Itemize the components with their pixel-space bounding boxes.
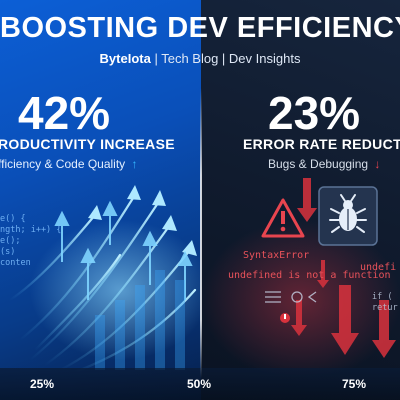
code-line: e(); bbox=[0, 236, 21, 246]
brand-name: ByteIota bbox=[99, 51, 151, 66]
code-line: conten bbox=[0, 258, 31, 268]
code-snippet-left: e() {ngth; i++) {e(); (s) conten bbox=[0, 214, 61, 269]
undefined-error-text-right: undefi bbox=[360, 262, 397, 273]
productivity-sub-text: fficiency & Code Quality bbox=[0, 157, 126, 171]
error-graphic bbox=[201, 178, 400, 380]
code-line: retur bbox=[372, 303, 398, 313]
productivity-sub: fficiency & Code Quality ↑ bbox=[0, 157, 138, 171]
code-line: e() { bbox=[0, 214, 26, 224]
subtitle: ByteIota | Tech Blog | Dev Insights bbox=[0, 51, 400, 66]
settings-icon bbox=[291, 291, 303, 303]
axis-label-50: 50% bbox=[187, 377, 212, 391]
error-icon bbox=[280, 313, 290, 323]
error-rate-sub-text: Bugs & Debugging bbox=[268, 157, 369, 171]
code-line: if ( bbox=[372, 292, 393, 302]
center-divider bbox=[200, 88, 202, 378]
axis-label-25: 25% bbox=[30, 377, 55, 391]
arrow-down-icon: ↓ bbox=[374, 157, 381, 171]
code-line: (s) bbox=[0, 247, 16, 257]
productivity-value: 42% bbox=[18, 87, 111, 139]
undefined-error-text: undefined is not a function bbox=[228, 270, 391, 281]
warning-icon bbox=[261, 198, 305, 238]
error-rate-sub: Bugs & Debugging ↓ bbox=[268, 157, 380, 171]
code-snippet-right: if (retur bbox=[372, 292, 398, 314]
page-title: BOOSTING DEV EFFICIENCY bbox=[0, 12, 400, 44]
rising-arrows-graphic bbox=[8, 185, 201, 374]
error-rate-value: 23% bbox=[268, 87, 361, 139]
syntax-error-text: SyntaxError bbox=[243, 250, 310, 261]
right-panel bbox=[201, 0, 400, 400]
productivity-label: RODUCTIVITY INCREASE bbox=[0, 136, 175, 152]
arrow-up-icon: ↑ bbox=[131, 157, 138, 171]
bug-icon bbox=[318, 186, 378, 246]
axis-label-75: 75% bbox=[342, 377, 367, 391]
error-rate-label: ERROR RATE REDUCT bbox=[243, 136, 400, 152]
code-line: ngth; i++) { bbox=[0, 225, 62, 235]
left-panel bbox=[0, 0, 201, 400]
tagline: | Tech Blog | Dev Insights bbox=[154, 51, 301, 66]
